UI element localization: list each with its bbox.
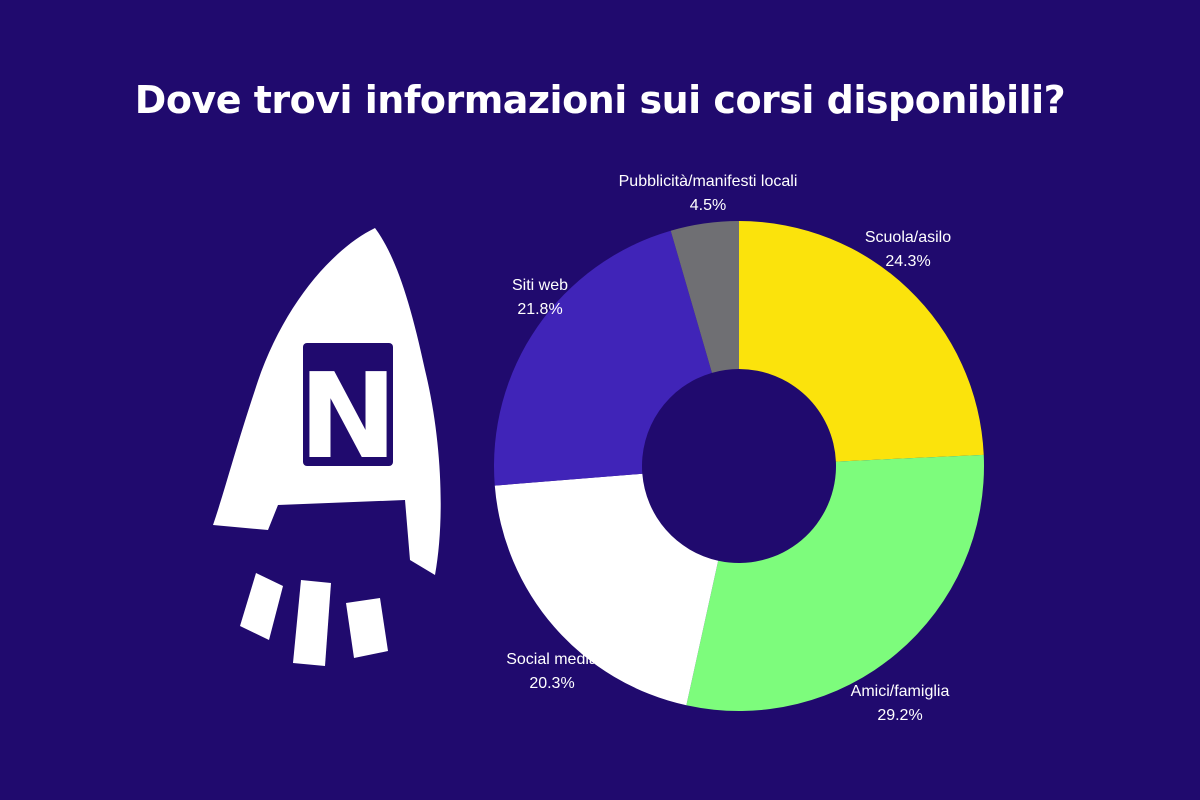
exhaust-flame-left [240, 573, 283, 640]
slice-value-label: 21.8% [517, 301, 562, 318]
donut-slice-social-media[interactable] [494, 473, 719, 706]
slice-value-label: 4.5% [690, 197, 726, 214]
rocket-logo: N [213, 228, 441, 666]
donut-slices [493, 221, 984, 711]
slice-value-label: 20.3% [529, 675, 574, 692]
slice-value-label: 24.3% [885, 253, 930, 270]
slice-value-label: 29.2% [877, 707, 922, 724]
exhaust-flame-right [346, 598, 388, 658]
donut-slice-pubblicit-manifesti-locali[interactable] [670, 221, 739, 373]
chart-title: Dove trovi informazioni sui corsi dispon… [134, 78, 1066, 122]
slice-labels: Scuola/asilo 24.3% Amici/famiglia 29.2% Soci… [506, 173, 951, 724]
donut-slice-amici-famiglia[interactable] [686, 454, 984, 711]
slice-category-label: Amici/famiglia [851, 683, 950, 700]
slice-category-label: Scuola/asilo [865, 229, 951, 246]
slice-category-label: Pubblicità/manifesti locali [619, 173, 798, 190]
rocket-letter-mark [303, 343, 393, 466]
exhaust-flame-middle [293, 580, 331, 666]
donut-slice-siti-web[interactable] [493, 230, 712, 486]
donut-slice-scuola-asilo[interactable] [739, 221, 984, 462]
slice-category-label: Siti web [512, 277, 568, 294]
rocket-letter: N [299, 347, 398, 485]
slice-category-label: Social media [506, 651, 598, 668]
